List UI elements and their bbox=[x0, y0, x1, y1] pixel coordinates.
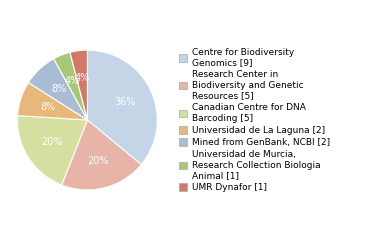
Text: 36%: 36% bbox=[115, 97, 136, 107]
Text: 8%: 8% bbox=[40, 102, 55, 112]
Text: 4%: 4% bbox=[74, 73, 90, 83]
Text: 8%: 8% bbox=[51, 84, 66, 94]
Wedge shape bbox=[54, 52, 87, 120]
Wedge shape bbox=[17, 83, 87, 120]
Wedge shape bbox=[87, 50, 157, 165]
Legend: Centre for Biodiversity
Genomics [9], Research Center in
Biodiversity and Geneti: Centre for Biodiversity Genomics [9], Re… bbox=[179, 48, 330, 192]
Wedge shape bbox=[70, 50, 87, 120]
Wedge shape bbox=[28, 59, 87, 120]
Text: 20%: 20% bbox=[41, 138, 63, 147]
Text: 4%: 4% bbox=[64, 76, 79, 86]
Wedge shape bbox=[17, 116, 87, 185]
Wedge shape bbox=[62, 120, 141, 190]
Text: 20%: 20% bbox=[87, 156, 109, 166]
